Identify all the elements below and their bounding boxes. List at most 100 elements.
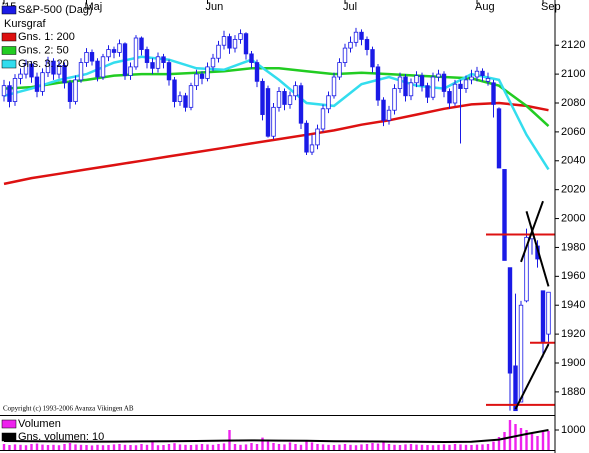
candle-body	[29, 63, 34, 78]
candle-body	[73, 79, 78, 102]
volume-tick-label: 1000	[561, 424, 585, 436]
volume-bar	[239, 444, 242, 450]
volume-bar	[30, 444, 33, 450]
candle-body	[309, 144, 315, 153]
candle-body	[122, 43, 128, 76]
candle-body	[161, 56, 166, 63]
candle-body	[78, 62, 84, 81]
candle-body	[386, 109, 392, 121]
volume-bar	[41, 444, 44, 450]
candle-body	[67, 82, 73, 102]
volume-bar	[151, 441, 154, 450]
candle-body	[469, 76, 474, 81]
candle-body	[89, 52, 95, 62]
candle-body	[1, 85, 7, 97]
candle-body	[298, 85, 304, 124]
volume-bar	[470, 445, 473, 450]
volume-bar	[24, 445, 28, 450]
x-tick-label: Jul	[343, 1, 357, 13]
candle-body	[337, 62, 342, 78]
y-tick-label: 1920	[561, 328, 585, 340]
candle-body	[106, 49, 111, 58]
volume-bar	[288, 442, 292, 450]
candle-body	[293, 85, 298, 97]
candle-body	[458, 83, 463, 89]
candle-body	[232, 39, 238, 49]
volume-bar	[19, 444, 22, 450]
volume-bar	[541, 432, 545, 450]
y-tick-label: 1900	[561, 357, 585, 369]
volume-bar	[459, 444, 462, 450]
volume-bar	[310, 442, 314, 450]
volume-bar	[387, 444, 391, 450]
volume-bar	[519, 428, 523, 450]
volume-bar	[206, 444, 209, 450]
volume-bar	[46, 445, 50, 450]
candle-body	[425, 85, 430, 98]
candle-body	[166, 62, 172, 81]
candle-body	[375, 66, 381, 101]
volume-average	[3, 429, 549, 444]
candle-body	[392, 88, 397, 111]
candle-body	[210, 57, 216, 68]
trendline	[525, 211, 550, 287]
y-tick-label: 2120	[561, 39, 585, 51]
candle-body	[502, 169, 507, 261]
volume-bar	[530, 434, 534, 450]
volume-bar	[448, 444, 451, 450]
volume-bar	[497, 437, 501, 450]
volume-bar	[74, 444, 77, 450]
candle-body	[353, 31, 359, 43]
legend-label: Gns. 1: 200	[18, 31, 75, 43]
volume-bar	[145, 444, 149, 450]
volume-bar	[332, 445, 336, 450]
candle-body	[441, 73, 447, 92]
legend-label: Volumen	[18, 418, 61, 430]
volume-bar	[129, 445, 132, 450]
volume-bar	[79, 444, 83, 450]
legend-label: Gns. volumen: 10	[18, 431, 104, 443]
volume-bar	[261, 437, 264, 450]
candle-body	[144, 49, 150, 63]
y-tick-label: 2080	[561, 97, 585, 109]
y-tick-label: 2060	[561, 126, 585, 138]
candle-body	[51, 60, 56, 75]
candle-body	[265, 88, 271, 137]
candle-body	[7, 85, 12, 102]
volume-bar	[8, 445, 11, 450]
candle-body	[227, 36, 232, 49]
volume-bar	[420, 444, 424, 450]
y-tick-label: 2040	[561, 155, 585, 167]
volume-bar	[272, 443, 275, 450]
candle-body	[381, 99, 386, 121]
volume-bar	[90, 445, 94, 450]
candle-body	[414, 75, 419, 84]
candle-body	[271, 106, 276, 137]
volume-bar	[508, 420, 512, 450]
moving-average	[3, 101, 549, 186]
legend-swatch	[1, 419, 17, 429]
volume-bar	[57, 445, 61, 450]
candle-body	[496, 108, 502, 169]
volume-bar	[415, 444, 418, 450]
candle-body	[139, 37, 144, 50]
volume-bar	[481, 444, 484, 450]
candle-body	[199, 73, 205, 79]
candle-body	[183, 95, 188, 108]
candle-body	[491, 82, 496, 105]
candle-body	[419, 75, 425, 87]
candle-body	[364, 39, 370, 50]
volume-bar	[68, 443, 72, 450]
candle-body	[326, 95, 331, 110]
legend-swatch	[1, 32, 17, 42]
volume-bar	[393, 444, 396, 450]
candle-body	[342, 47, 348, 63]
candle-body	[315, 128, 320, 146]
volume-bar	[343, 444, 347, 450]
candle-body	[546, 291, 551, 335]
volume-bar	[63, 444, 66, 450]
candle-body	[117, 43, 122, 53]
volume-bar	[222, 443, 226, 450]
volume-bar	[349, 444, 352, 450]
volume-bar	[299, 444, 303, 450]
